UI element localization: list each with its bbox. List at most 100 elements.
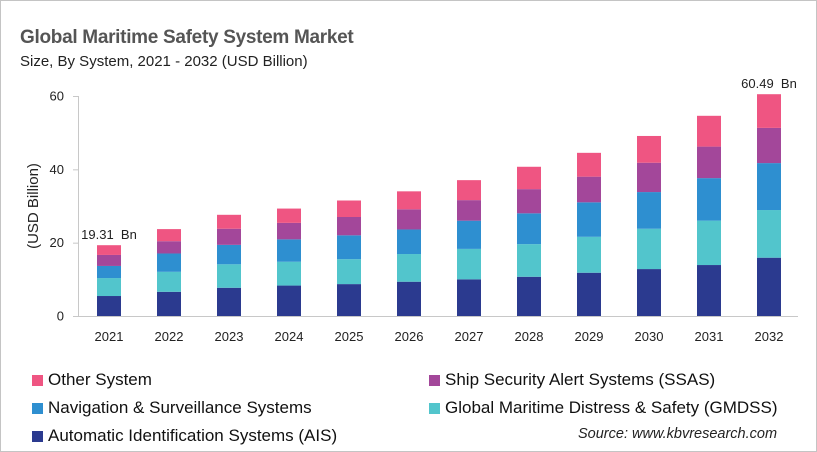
x-tick-label: 2030 [635, 329, 664, 344]
legend-item-ais: Automatic Identification Systems (AIS) [32, 426, 337, 446]
legend-label-gmdss: Global Maritime Distress & Safety (GMDSS… [445, 398, 778, 417]
x-tick-label: 2031 [695, 329, 724, 344]
y-tick-label: 0 [57, 309, 64, 324]
bar-segment [397, 254, 421, 282]
bar-segment [637, 162, 661, 193]
legend-swatch-navigation [32, 402, 43, 414]
bar-segment [577, 272, 601, 316]
x-tick-label: 2022 [155, 329, 184, 344]
y-tick-label: 40 [50, 162, 64, 177]
bar-segment [577, 236, 601, 273]
chart-title: Global Maritime Safety System Market [20, 27, 354, 48]
legend-swatch-ais [32, 430, 43, 442]
bar-stack-2032 [757, 94, 781, 316]
bar-stack-2021 [97, 245, 121, 316]
bar-segment [97, 254, 121, 266]
bar-segment [157, 271, 181, 292]
bar-segment [217, 287, 241, 316]
bar-segment [757, 210, 781, 258]
legend-item-other: Other System [32, 370, 152, 390]
bar-segment [337, 284, 361, 316]
bar-segment [157, 229, 181, 242]
bar-segment [217, 264, 241, 288]
source-note: Source: www.kbvresearch.com [578, 426, 778, 442]
x-tick-label: 2029 [575, 329, 604, 344]
bar-segment [517, 213, 541, 245]
bar-segment [97, 245, 121, 255]
bar-segment [457, 279, 481, 316]
bar-segment [217, 214, 241, 229]
bar-segment [757, 94, 781, 128]
y-tick-label: 60 [50, 89, 64, 104]
axes: (USD Billion) [25, 96, 798, 317]
legend-item-gmdss: Global Maritime Distress & Safety (GMDSS… [429, 398, 778, 418]
bar-segment [637, 228, 661, 270]
bar-segment [277, 285, 301, 316]
legend-swatch-other [32, 374, 43, 386]
bar-segment [577, 152, 601, 177]
bar-segment [397, 209, 421, 230]
bar-stack-2031 [697, 115, 721, 316]
bar-segment [277, 208, 301, 223]
legend-swatch-gmdss [429, 402, 440, 414]
bar-segment [637, 269, 661, 316]
y-axis-title: (USD Billion) [25, 163, 42, 249]
bar-segment [337, 259, 361, 285]
bar-segment [337, 217, 361, 236]
bar-segment [517, 166, 541, 190]
legend-label-ssas: Ship Security Alert Systems (SSAS) [445, 370, 716, 389]
bar-stack-2025 [337, 200, 361, 316]
bar-segment [277, 222, 301, 240]
bar-segment [757, 127, 781, 164]
bar-segment [97, 296, 121, 316]
bar-segment [97, 265, 121, 279]
bar-segment [697, 178, 721, 221]
bar-segment [397, 191, 421, 210]
y-tick-label: 20 [50, 235, 64, 250]
annotations: 19.31 Bn 60.49 Bn [81, 76, 797, 242]
legend-item-ssas: Ship Security Alert Systems (SSAS) [429, 370, 715, 390]
bars [97, 94, 781, 316]
data-label: 19.31 Bn [81, 227, 137, 242]
bar-stack-2028 [517, 166, 541, 316]
bar-segment [157, 253, 181, 272]
x-tick-label: 2026 [395, 329, 424, 344]
bar-segment [517, 244, 541, 277]
data-label: 60.49 Bn [741, 76, 797, 91]
legend-swatch-ssas [429, 374, 440, 386]
bar-segment [457, 200, 481, 221]
bar-segment [697, 115, 721, 147]
bar-segment [97, 278, 121, 297]
x-ticks: 2021 2022 2023 2024 2025 2026 2027 2028 2029 2030… [95, 329, 784, 344]
bar-stack-2024 [277, 208, 301, 316]
bar-segment [277, 239, 301, 262]
bar-segment [697, 146, 721, 179]
bar-segment [277, 261, 301, 286]
bar-segment [157, 291, 181, 316]
bar-segment [637, 135, 661, 163]
y-ticks: 0 20 40 60 [50, 89, 78, 324]
x-tick-label: 2032 [755, 329, 784, 344]
bar-stack-2022 [157, 229, 181, 316]
bar-stack-2030 [637, 135, 661, 316]
bar-segment [337, 235, 361, 260]
x-tick-label: 2027 [455, 329, 484, 344]
x-tick-label: 2024 [275, 329, 304, 344]
x-tick-label: 2023 [215, 329, 244, 344]
bar-segment [397, 281, 421, 316]
bar-segment [217, 244, 241, 265]
bar-segment [757, 257, 781, 316]
bar-stack-2023 [217, 214, 241, 316]
bar-segment [697, 265, 721, 316]
x-tick-label: 2021 [95, 329, 124, 344]
bar-segment [757, 163, 781, 211]
bar-segment [457, 220, 481, 249]
bar-segment [577, 176, 601, 203]
x-tick-label: 2028 [515, 329, 544, 344]
bar-segment [637, 192, 661, 229]
bar-segment [337, 200, 361, 217]
bar-stack-2027 [457, 180, 481, 316]
x-tick-label: 2025 [335, 329, 364, 344]
bar-segment [457, 248, 481, 280]
